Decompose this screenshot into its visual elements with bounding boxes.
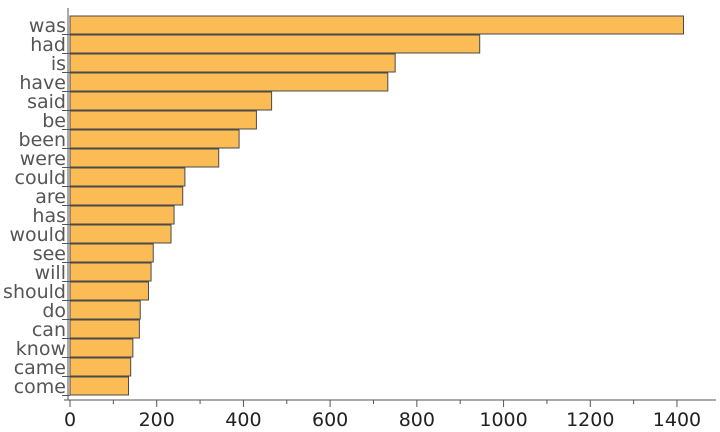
x-tick-label: 400 [225, 409, 261, 431]
category-label-had: had [30, 34, 66, 56]
category-label-said: said [27, 91, 66, 113]
bar-do [69, 300, 141, 320]
category-label-is: is [51, 53, 66, 75]
category-label-do: do [42, 300, 66, 322]
x-tick-label: 800 [399, 409, 435, 431]
bar-would [69, 224, 172, 244]
bar-has [69, 205, 175, 225]
x-axis-tick-labels: 0 200 400 600 800 1000 1200 1400 [64, 409, 701, 431]
bar-can [69, 319, 140, 339]
bar-should [69, 281, 149, 301]
bar-are [69, 186, 184, 206]
category-label-know: know [16, 338, 66, 360]
category-label-are: are [35, 186, 66, 208]
bar-been [69, 129, 240, 149]
category-label-can: can [32, 319, 66, 341]
category-labels: washadishavesaidbebeenwerecouldarehaswou… [3, 15, 66, 398]
x-tick-label: 1000 [479, 409, 527, 431]
bar-see [69, 243, 154, 263]
category-label-would: would [9, 224, 66, 246]
bar-were [69, 148, 220, 168]
bar-could [69, 167, 186, 187]
category-label-should: should [3, 281, 66, 303]
x-tick-label: 600 [312, 409, 348, 431]
category-label-been: been [19, 129, 66, 151]
category-label-come: come [14, 376, 66, 398]
category-label-see: see [33, 243, 66, 265]
bar-come [69, 376, 130, 396]
category-label-came: came [14, 357, 66, 379]
category-label-has: has [32, 205, 66, 227]
bar-is [69, 53, 396, 73]
category-label-be: be [42, 110, 66, 132]
category-label-were: were [20, 148, 66, 170]
bar-said [69, 91, 273, 111]
bar-came [69, 357, 132, 377]
x-tick-label: 200 [139, 409, 175, 431]
x-tick-label: 1400 [653, 409, 701, 431]
bar-be [69, 110, 257, 130]
category-label-could: could [15, 167, 66, 189]
category-label-was: was [29, 15, 66, 37]
x-axis-ticks [69, 400, 678, 407]
bar-have [69, 72, 389, 92]
bars [69, 15, 684, 396]
y-axis-ticks [62, 34, 70, 396]
bar-was [69, 15, 684, 35]
bar-will [69, 262, 152, 282]
category-label-have: have [19, 72, 66, 94]
x-tick-label: 0 [64, 409, 76, 431]
bar-had [69, 34, 481, 54]
category-label-will: will [35, 262, 66, 284]
bar-know [69, 338, 134, 358]
x-tick-label: 1200 [566, 409, 614, 431]
